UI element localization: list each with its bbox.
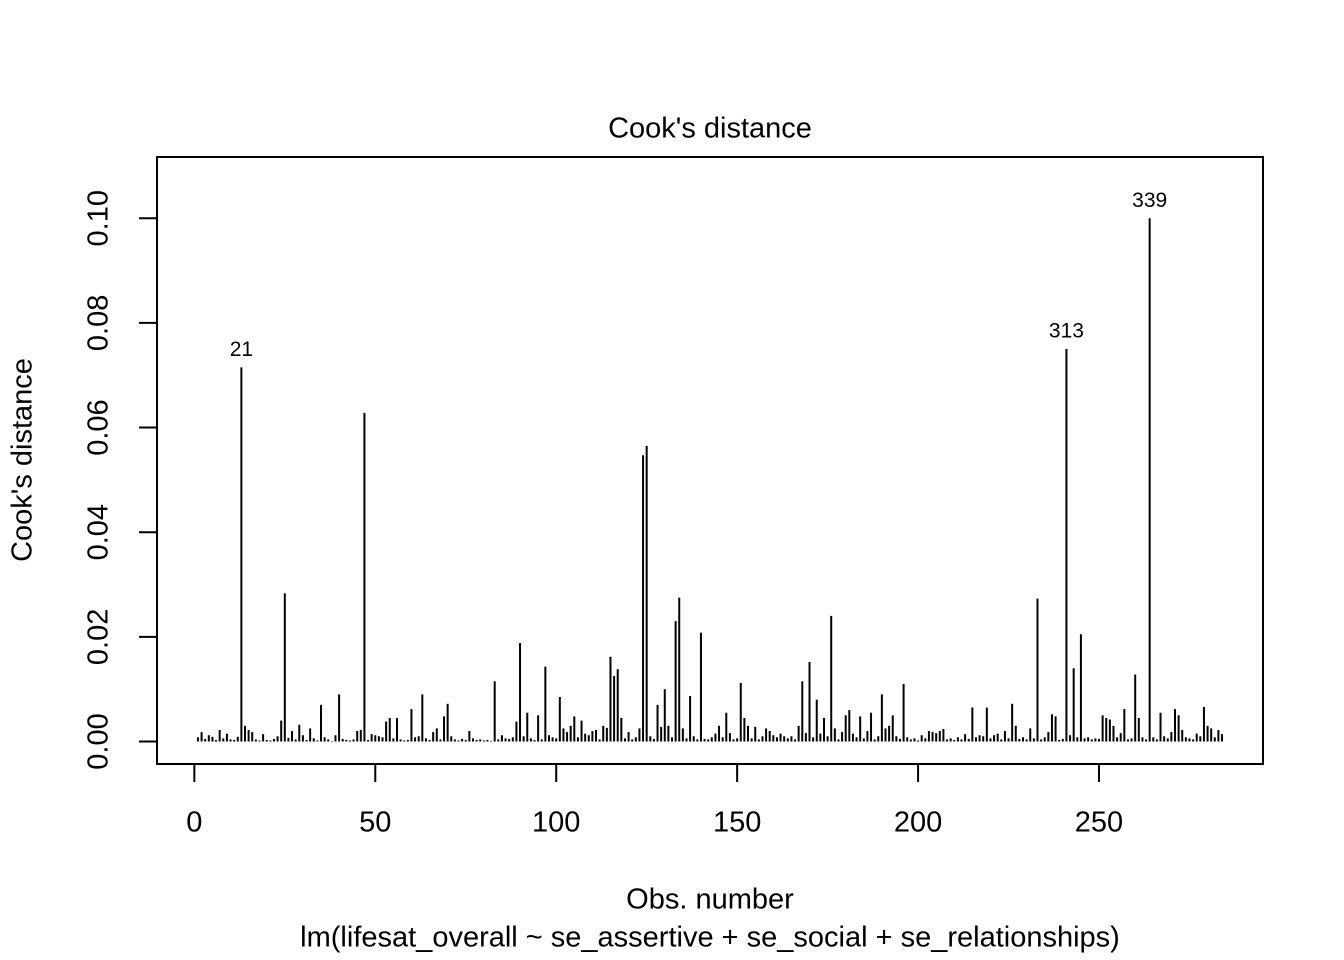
- y-axis-label: Cook's distance: [7, 358, 39, 562]
- y-tick-label: 0.02: [83, 609, 115, 665]
- x-tick-label: 100: [532, 807, 580, 839]
- point-label: 313: [1049, 320, 1084, 343]
- point-label: 339: [1132, 189, 1167, 212]
- y-tick-label: 0.04: [83, 504, 115, 560]
- y-tick-label: 0.08: [83, 295, 115, 351]
- x-tick-label: 50: [359, 807, 391, 839]
- y-tick-label: 0.06: [83, 399, 115, 455]
- subtitle: lm(lifesat_overall ~ se_assertive + se_s…: [300, 922, 1120, 954]
- x-tick-label: 200: [894, 807, 942, 839]
- x-tick-label: 250: [1075, 807, 1123, 839]
- x-tick-label: 150: [713, 807, 761, 839]
- x-tick-label: 0: [186, 807, 202, 839]
- point-label: 21: [230, 338, 253, 361]
- y-tick-label: 0.10: [83, 190, 115, 246]
- y-tick-label: 0.00: [83, 713, 115, 769]
- chart-title: Cook's distance: [608, 113, 812, 145]
- x-axis-label: Obs. number: [626, 884, 794, 916]
